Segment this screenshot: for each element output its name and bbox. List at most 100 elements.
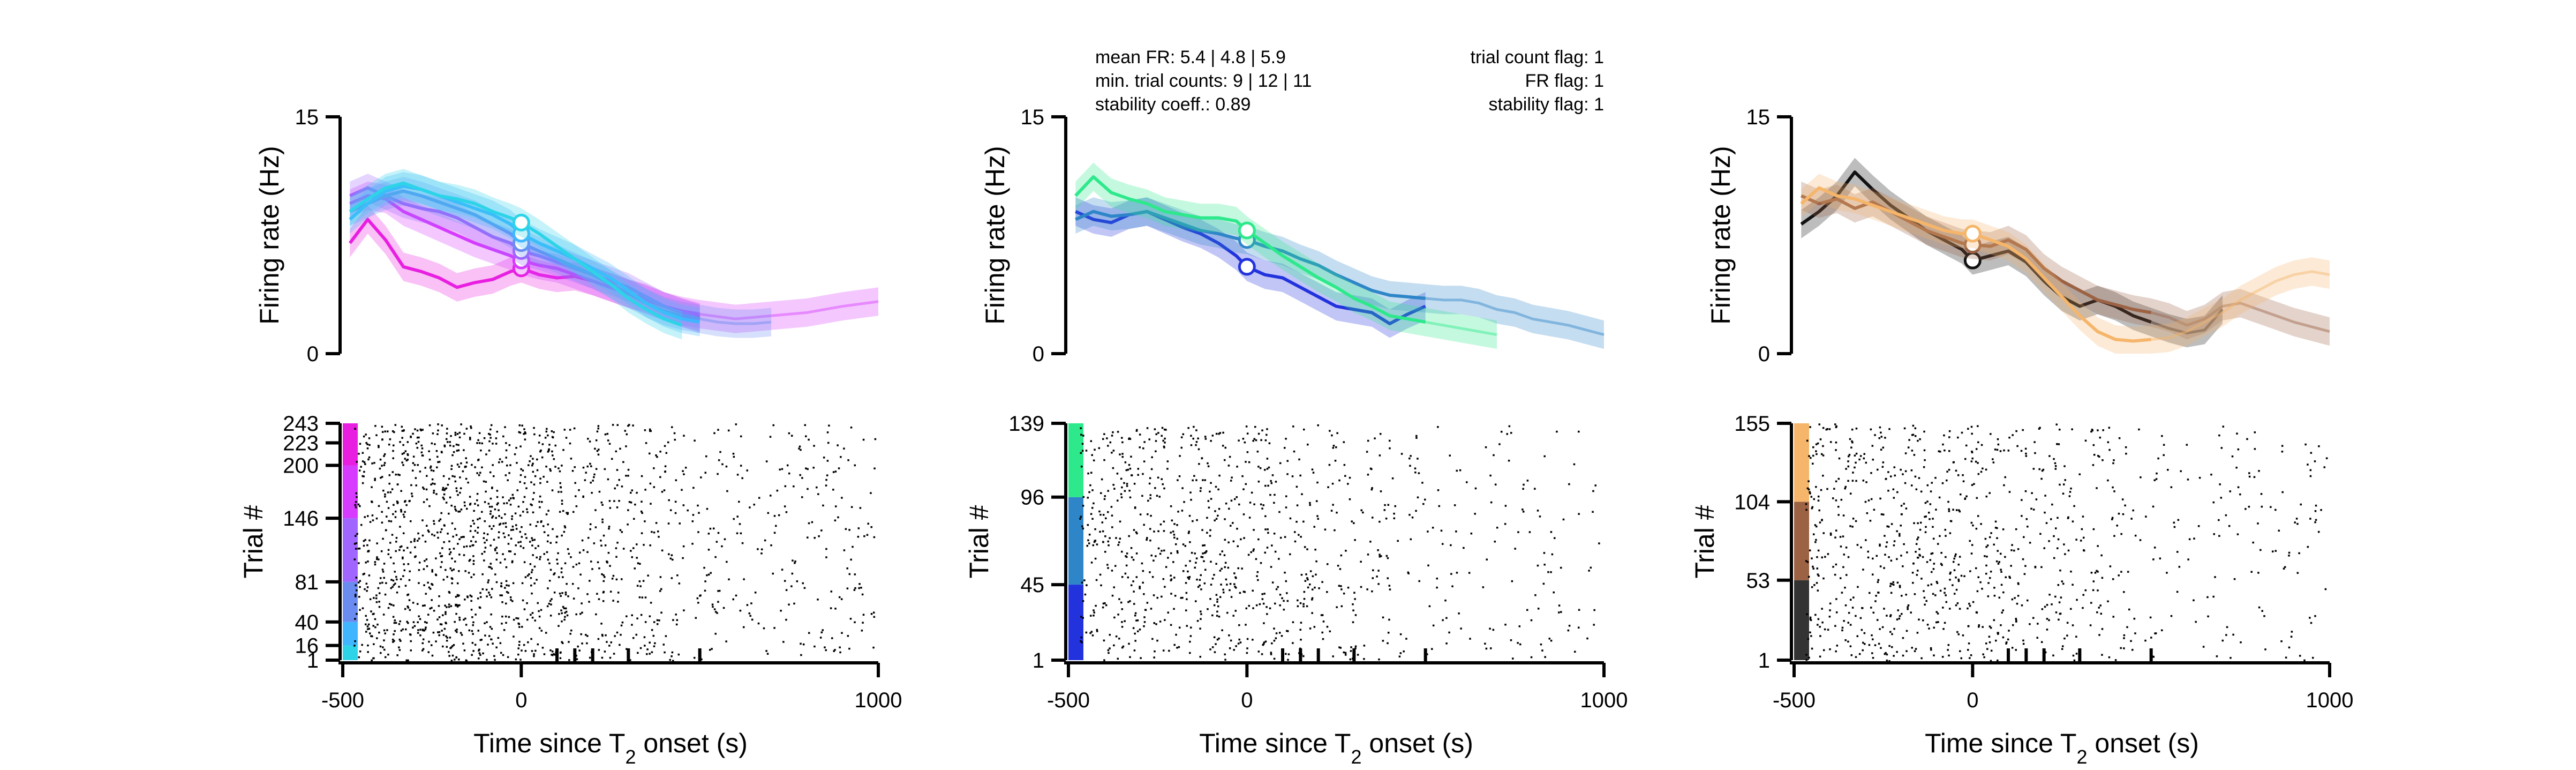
spike [2130,518,2133,520]
spike [1205,550,1208,552]
spike [1209,529,1211,532]
spike [2229,490,2232,492]
spike [757,622,760,625]
spike [1259,467,1262,469]
spike [482,652,484,655]
spike [1459,469,1462,472]
spike [454,528,456,530]
spike [561,499,563,502]
spike [431,607,433,609]
spike [1485,647,1488,650]
spike [1926,561,1929,563]
spike [446,606,448,608]
spike [1238,638,1240,641]
spike [2057,538,2060,541]
spike [2264,648,2266,651]
spike [1210,482,1212,484]
spike [1989,625,1991,627]
spike [567,595,569,597]
spike [511,560,514,563]
spike [455,534,458,536]
spike [590,465,592,467]
spike [1196,578,1198,581]
spike [522,511,524,513]
spike [537,602,539,604]
spike [1132,580,1134,582]
spike [526,511,529,513]
spike [1849,438,1851,440]
spike [2161,629,2163,632]
spike [404,458,406,460]
spike [1177,511,1179,513]
spike [649,653,651,655]
spike [1273,533,1276,535]
spike [1083,579,1086,581]
spike [2002,528,2005,530]
spike [1971,450,1973,453]
spike [1327,486,1329,488]
spike [1139,629,1141,631]
spike [577,587,579,589]
spike [1963,575,1965,578]
x-axis-label: Time since T2 onset (s) [473,728,748,768]
spike [589,656,591,659]
spike [1924,531,1927,533]
spike [371,501,373,503]
spike [439,623,442,625]
spike [384,493,386,496]
spike [364,516,366,518]
spike [1380,490,1382,492]
spike [2022,429,2024,431]
spike [1195,562,1197,564]
spike [713,608,716,610]
spike [499,458,501,460]
spike [807,468,809,470]
spike [1209,490,1211,493]
spike [503,502,505,505]
spike [656,623,659,625]
spike [1822,454,1825,457]
spike [553,458,555,460]
spike [2072,654,2075,657]
spike [1879,497,1881,500]
spike [1223,459,1226,461]
spike [1271,581,1274,584]
spike [376,637,378,639]
spike [1189,560,1191,562]
spike [1133,649,1136,652]
spike [1835,426,1837,429]
spike [760,552,763,555]
spike [400,630,403,632]
spike [1847,640,1849,643]
spike [610,641,612,644]
raster-dots [1805,423,2328,662]
spike [1851,440,1853,443]
spike [1821,519,1823,521]
spike [1311,612,1313,614]
spike [457,449,460,452]
spike [1350,650,1352,652]
spike [1387,577,1389,579]
spike [1437,489,1440,491]
spike [1196,619,1199,622]
spike [1147,513,1149,515]
spike [840,456,842,458]
spike [547,450,550,452]
spike [1257,538,1260,541]
spike [1222,591,1225,594]
spike [489,428,492,431]
spike [1992,461,1995,464]
spike [1121,646,1124,649]
spike [1920,657,1923,660]
spike [1146,539,1148,541]
spike [1496,526,1498,529]
spike [2040,641,2043,644]
spike [2281,491,2284,494]
spike [2225,634,2227,636]
spike [695,617,697,619]
spike [639,563,641,565]
spike [1211,614,1214,617]
spike [1204,479,1206,481]
spike [597,453,600,456]
spike [682,545,685,548]
